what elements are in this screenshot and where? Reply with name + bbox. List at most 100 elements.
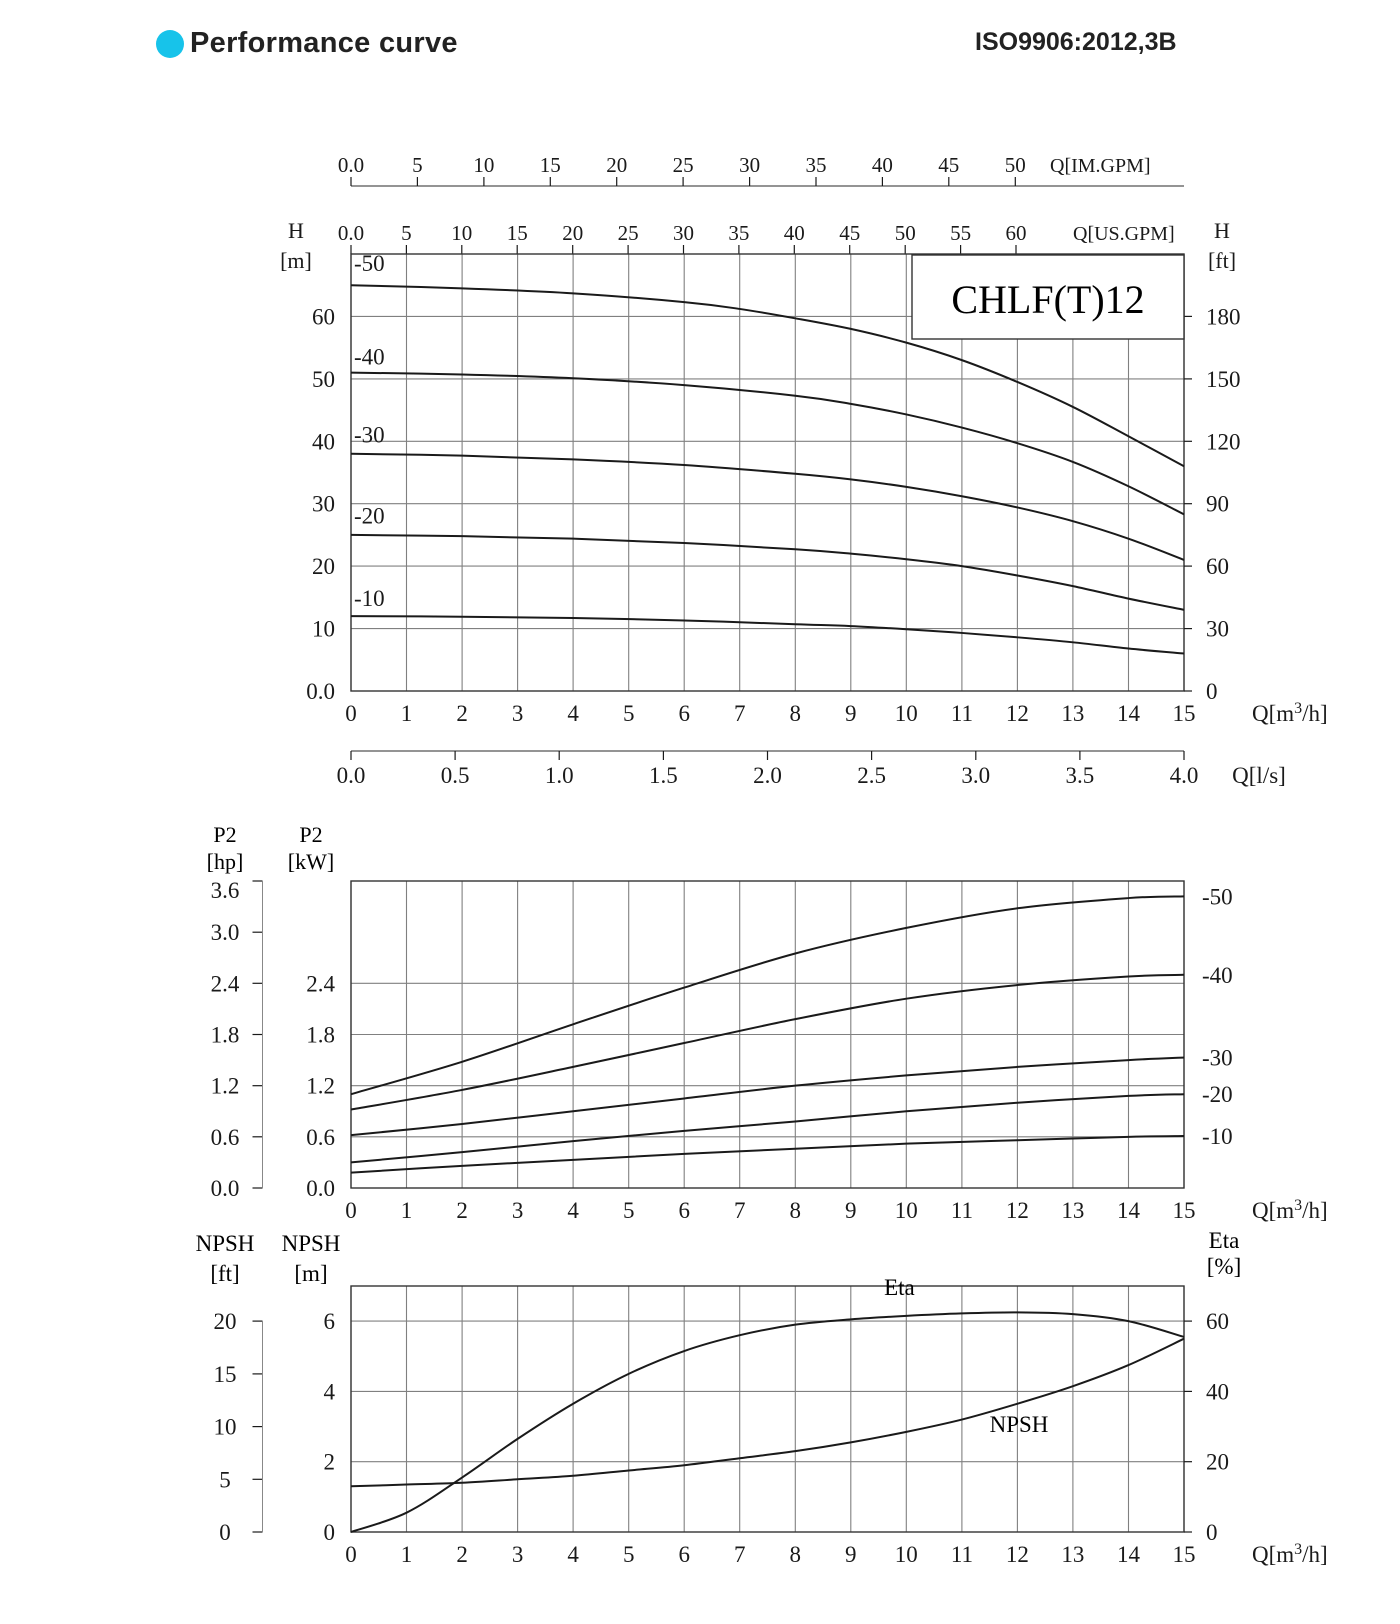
svg-text:1: 1 bbox=[401, 701, 413, 726]
svg-text:-10: -10 bbox=[1202, 1124, 1233, 1149]
svg-text:0.5: 0.5 bbox=[441, 763, 470, 788]
svg-text:[%]: [%] bbox=[1207, 1254, 1241, 1279]
svg-text:11: 11 bbox=[951, 1198, 973, 1223]
svg-text:Q[m3/h]: Q[m3/h] bbox=[1252, 1541, 1328, 1568]
svg-text:15: 15 bbox=[507, 221, 528, 245]
svg-text:[ft]: [ft] bbox=[210, 1261, 239, 1286]
svg-text:-50: -50 bbox=[1202, 884, 1233, 909]
svg-text:11: 11 bbox=[951, 1542, 973, 1567]
svg-text:10: 10 bbox=[473, 153, 494, 177]
svg-text:7: 7 bbox=[734, 1198, 746, 1223]
svg-text:1.8: 1.8 bbox=[211, 1023, 240, 1048]
svg-text:5: 5 bbox=[623, 701, 635, 726]
svg-text:15: 15 bbox=[1173, 701, 1196, 726]
svg-text:12: 12 bbox=[1006, 1198, 1029, 1223]
svg-text:Q[l/s]: Q[l/s] bbox=[1232, 763, 1286, 788]
svg-text:30: 30 bbox=[1206, 617, 1229, 642]
svg-text:0: 0 bbox=[345, 1542, 357, 1567]
svg-text:60: 60 bbox=[1006, 221, 1027, 245]
svg-text:150: 150 bbox=[1206, 367, 1241, 392]
svg-text:4: 4 bbox=[567, 1198, 579, 1223]
svg-text:180: 180 bbox=[1206, 304, 1241, 329]
svg-text:5: 5 bbox=[401, 221, 412, 245]
svg-text:7: 7 bbox=[734, 701, 746, 726]
svg-text:0: 0 bbox=[345, 1198, 357, 1223]
svg-text:60: 60 bbox=[1206, 554, 1229, 579]
svg-text:20: 20 bbox=[1206, 1450, 1229, 1475]
svg-text:7: 7 bbox=[734, 1542, 746, 1567]
svg-text:0: 0 bbox=[1206, 1520, 1218, 1545]
svg-text:35: 35 bbox=[806, 153, 827, 177]
svg-text:3.6: 3.6 bbox=[211, 878, 240, 903]
svg-text:1.8: 1.8 bbox=[306, 1023, 335, 1048]
svg-text:50: 50 bbox=[1005, 153, 1026, 177]
svg-text:3: 3 bbox=[512, 701, 524, 726]
svg-text:4.0: 4.0 bbox=[1170, 763, 1199, 788]
svg-text:8: 8 bbox=[790, 1198, 802, 1223]
svg-text:Eta: Eta bbox=[1209, 1228, 1240, 1253]
svg-text:NPSH: NPSH bbox=[990, 1412, 1049, 1437]
svg-text:3: 3 bbox=[512, 1542, 524, 1567]
svg-text:-40: -40 bbox=[354, 345, 385, 370]
svg-text:40: 40 bbox=[784, 221, 805, 245]
svg-text:15: 15 bbox=[214, 1362, 237, 1387]
svg-text:9: 9 bbox=[845, 1542, 857, 1567]
svg-text:10: 10 bbox=[895, 1198, 918, 1223]
svg-text:[m]: [m] bbox=[294, 1261, 327, 1286]
svg-text:13: 13 bbox=[1061, 1198, 1084, 1223]
svg-text:10: 10 bbox=[895, 1542, 918, 1567]
svg-text:0.0: 0.0 bbox=[338, 221, 364, 245]
svg-text:0: 0 bbox=[219, 1520, 231, 1545]
svg-text:-30: -30 bbox=[1202, 1046, 1233, 1071]
svg-text:20: 20 bbox=[214, 1309, 237, 1334]
svg-text:6: 6 bbox=[678, 1198, 690, 1223]
svg-text:120: 120 bbox=[1206, 429, 1241, 454]
svg-text:30: 30 bbox=[673, 221, 694, 245]
svg-text:5: 5 bbox=[623, 1198, 635, 1223]
svg-text:14: 14 bbox=[1117, 1542, 1141, 1567]
svg-text:-50: -50 bbox=[354, 251, 385, 276]
svg-text:2: 2 bbox=[456, 701, 468, 726]
svg-text:0: 0 bbox=[324, 1520, 336, 1545]
svg-text:0.0: 0.0 bbox=[338, 153, 364, 177]
svg-text:0.0: 0.0 bbox=[306, 679, 335, 704]
svg-text:30: 30 bbox=[312, 492, 335, 517]
svg-text:[hp]: [hp] bbox=[207, 849, 244, 874]
svg-text:[ft]: [ft] bbox=[1208, 248, 1236, 273]
svg-text:6: 6 bbox=[678, 1542, 690, 1567]
svg-text:0.0: 0.0 bbox=[306, 1176, 335, 1201]
svg-text:5: 5 bbox=[219, 1467, 231, 1492]
svg-text:12: 12 bbox=[1006, 1542, 1029, 1567]
svg-text:6: 6 bbox=[678, 701, 690, 726]
svg-text:0: 0 bbox=[1206, 679, 1218, 704]
svg-text:1: 1 bbox=[401, 1198, 413, 1223]
svg-text:20: 20 bbox=[312, 554, 335, 579]
svg-text:50: 50 bbox=[312, 367, 335, 392]
svg-text:0: 0 bbox=[345, 701, 357, 726]
svg-text:40: 40 bbox=[312, 429, 335, 454]
svg-text:3.5: 3.5 bbox=[1066, 763, 1095, 788]
svg-text:10: 10 bbox=[214, 1415, 237, 1440]
svg-text:4: 4 bbox=[567, 701, 579, 726]
svg-text:Eta: Eta bbox=[884, 1275, 915, 1300]
svg-text:45: 45 bbox=[839, 221, 860, 245]
svg-text:5: 5 bbox=[412, 153, 423, 177]
svg-text:1: 1 bbox=[401, 1542, 413, 1567]
svg-text:55: 55 bbox=[950, 221, 971, 245]
svg-text:Q[IM.GPM]: Q[IM.GPM] bbox=[1050, 155, 1151, 177]
svg-text:60: 60 bbox=[312, 304, 335, 329]
svg-text:8: 8 bbox=[790, 1542, 802, 1567]
svg-text:0.6: 0.6 bbox=[306, 1125, 335, 1150]
svg-text:3: 3 bbox=[512, 1198, 524, 1223]
svg-text:-30: -30 bbox=[354, 423, 385, 448]
svg-text:CHLF(T)12: CHLF(T)12 bbox=[951, 277, 1144, 322]
svg-text:0.6: 0.6 bbox=[211, 1125, 240, 1150]
svg-text:H: H bbox=[288, 218, 304, 243]
svg-text:30: 30 bbox=[739, 153, 760, 177]
svg-text:2: 2 bbox=[456, 1198, 468, 1223]
svg-text:1.0: 1.0 bbox=[545, 763, 574, 788]
svg-text:10: 10 bbox=[312, 617, 335, 642]
svg-text:2.5: 2.5 bbox=[857, 763, 886, 788]
svg-text:P2: P2 bbox=[299, 822, 322, 847]
svg-text:25: 25 bbox=[618, 221, 639, 245]
